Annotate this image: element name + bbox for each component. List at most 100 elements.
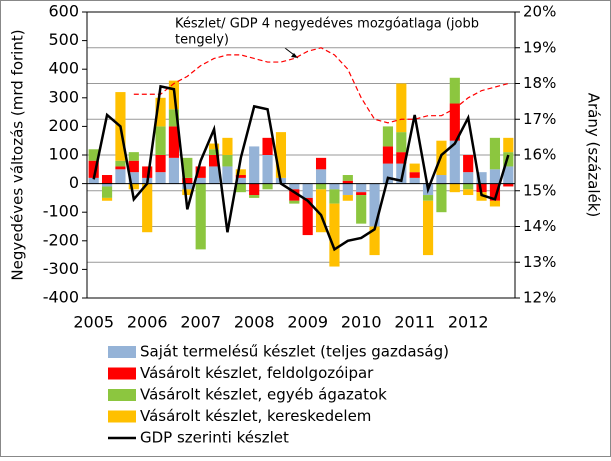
bar <box>155 172 166 184</box>
y-tick-label: -300 <box>43 259 79 278</box>
bar <box>422 200 434 256</box>
bar <box>449 183 460 193</box>
bar <box>329 189 340 204</box>
x-tick-label: 2012 <box>448 313 489 332</box>
bar <box>222 166 233 184</box>
bar <box>463 183 474 190</box>
y2-tick-label: 19% <box>523 38 556 56</box>
bar <box>101 183 113 187</box>
y-tick-label: 0 <box>69 173 79 192</box>
annotation: Készlet/ GDP 4 negyedéves mozgóatlaga (j… <box>175 17 479 32</box>
bar <box>503 137 514 153</box>
x-tick-label: 2009 <box>287 313 328 332</box>
bar <box>155 155 166 173</box>
bar <box>302 197 313 236</box>
bar <box>382 163 394 184</box>
y2-tick-label: 20% <box>523 3 556 21</box>
bar <box>195 166 206 178</box>
bar <box>315 169 327 184</box>
bar <box>476 172 487 184</box>
bar <box>101 175 113 184</box>
bar <box>315 157 327 170</box>
bar <box>356 192 367 196</box>
bar <box>182 183 193 190</box>
y-tick-label: 300 <box>48 87 79 106</box>
bar <box>449 140 460 184</box>
bar <box>396 163 407 184</box>
bar <box>356 183 367 193</box>
bar <box>289 189 300 201</box>
bar <box>235 183 246 193</box>
legend-swatch <box>108 389 136 401</box>
bar <box>369 226 380 256</box>
bar <box>235 177 246 184</box>
y-axis-title: Negyedéves változás (mrd forint) <box>9 29 27 280</box>
bar <box>115 160 126 167</box>
bar <box>302 183 313 198</box>
x-tick-label: 2006 <box>127 313 168 332</box>
bar <box>168 109 180 127</box>
bar <box>436 175 447 184</box>
annotation: tengely) <box>175 33 229 48</box>
legend-label: Vásárolt készlet, kereskedelem <box>140 407 371 425</box>
y-tick-label: 500 <box>48 30 79 49</box>
arrow-head <box>291 53 298 58</box>
bar <box>168 157 180 184</box>
x-tick-label: 2011 <box>394 313 435 332</box>
x-tick-label: 2007 <box>180 313 221 332</box>
bar <box>168 126 180 158</box>
bar <box>489 200 501 207</box>
bar <box>503 166 514 184</box>
bar <box>128 183 139 190</box>
bar <box>128 172 139 184</box>
y-tick-label: -400 <box>43 288 79 307</box>
bar <box>155 126 166 155</box>
y2-tick-label: 14% <box>523 217 556 235</box>
legend-label: GDP szerinti készlet <box>140 429 289 447</box>
bar <box>128 160 139 173</box>
bar <box>409 177 420 184</box>
bar <box>422 195 434 201</box>
y-tick-label: 200 <box>48 116 79 135</box>
bar <box>449 103 460 141</box>
bar <box>222 137 233 155</box>
legend-label: Saját termelésű készlet (teljes gazdaság… <box>140 343 449 361</box>
bar <box>315 183 327 190</box>
bar <box>115 169 126 184</box>
bar <box>88 160 99 178</box>
bar <box>396 83 407 133</box>
bar <box>262 155 273 184</box>
bar <box>315 189 327 233</box>
bar <box>101 186 113 198</box>
bar <box>142 183 153 233</box>
bar <box>155 97 166 127</box>
bar <box>463 172 474 184</box>
y-tick-label: -100 <box>43 202 79 221</box>
y2-tick-label: 17% <box>523 110 556 128</box>
bar <box>208 166 220 184</box>
gdp-line <box>92 84 510 252</box>
bar <box>396 152 407 164</box>
bar <box>409 172 420 178</box>
y2-tick-label: 12% <box>523 289 556 307</box>
bar <box>342 183 353 196</box>
bar <box>289 183 300 190</box>
bar <box>182 157 193 178</box>
bar <box>449 77 460 104</box>
x-tick-label: 2005 <box>73 313 114 332</box>
bar <box>88 149 99 161</box>
bar <box>342 180 353 184</box>
bar <box>101 197 113 201</box>
bar <box>182 189 193 196</box>
bar <box>222 155 233 167</box>
bar <box>208 143 220 150</box>
y2-tick-label: 18% <box>523 74 556 92</box>
bar <box>489 183 501 201</box>
y2-axis-title: Arány (százalék) <box>585 93 603 218</box>
legend-label: Vásárolt készlet, egyéb ágazatok <box>140 386 387 404</box>
legend-swatch <box>108 410 136 423</box>
legend-swatch <box>108 346 136 358</box>
bar <box>489 169 501 184</box>
bar <box>182 177 193 184</box>
